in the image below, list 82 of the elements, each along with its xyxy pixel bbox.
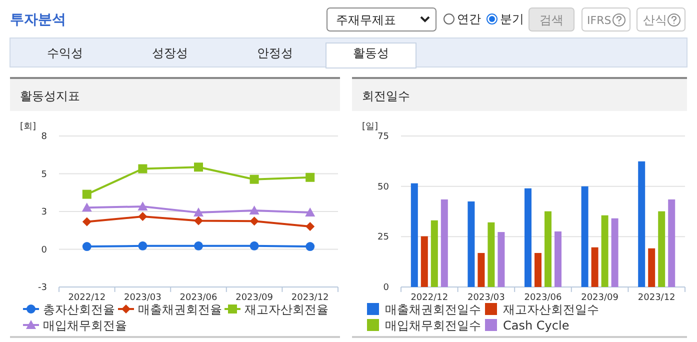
- x-tick-label: 2023/09: [236, 293, 274, 303]
- bar: [478, 252, 485, 287]
- y-tick-label: 5: [41, 170, 47, 180]
- point: [194, 162, 203, 172]
- bar: [544, 211, 552, 287]
- y-axis-title: [회]: [20, 122, 36, 132]
- point: [82, 242, 92, 252]
- x-tick-label: 2022/12: [68, 293, 106, 303]
- point: [250, 216, 259, 226]
- legend-label: 매입채무회전율: [43, 318, 127, 332]
- point: [194, 216, 203, 226]
- bar: [638, 161, 646, 287]
- point: [250, 241, 259, 250]
- y-tick-label: 75: [378, 132, 389, 142]
- text: 성장성: [152, 46, 188, 60]
- point: [138, 164, 148, 174]
- legend-label: 재고자산회전율: [244, 302, 328, 316]
- text: 주재무제표: [336, 13, 396, 27]
- bar: [420, 236, 428, 287]
- text: 연간: [457, 12, 481, 26]
- x-tick-label: 2023/03: [468, 293, 505, 303]
- point: [194, 241, 203, 250]
- y-axis-title: [일]: [362, 122, 378, 132]
- chart-title: 활동성지표: [20, 89, 80, 103]
- text: 산식: [643, 13, 667, 27]
- y-tick-label: 8: [41, 132, 48, 142]
- point: [138, 212, 148, 221]
- x-tick-label: 2023/06: [180, 293, 218, 303]
- legend-label: 재고자산회전일수: [503, 302, 599, 316]
- bar: [440, 199, 448, 287]
- bar: [668, 199, 676, 287]
- bar: [498, 232, 505, 287]
- point: [138, 241, 148, 250]
- x-tick-label: 2023/12: [638, 293, 676, 303]
- y-tick-label: 0: [383, 283, 390, 293]
- y-tick-label: 25: [378, 232, 389, 243]
- point: [82, 217, 92, 226]
- text: 안정성: [257, 46, 293, 60]
- x-tick-label: 2023/12: [291, 293, 329, 303]
- bar: [410, 183, 418, 287]
- point: [305, 208, 316, 217]
- bar: [591, 247, 598, 287]
- legend-label: 매출채권회전율: [138, 302, 222, 316]
- point: [138, 202, 148, 211]
- y-tick-label: 50: [378, 182, 390, 192]
- legend-label: 총자산회전율: [43, 302, 115, 316]
- legend-label: 매출채권회전일수: [385, 302, 481, 316]
- bar: [534, 252, 542, 287]
- bar: [554, 231, 562, 287]
- text: 분기: [500, 12, 524, 26]
- bar: [581, 186, 588, 287]
- y-tick-label: 3: [41, 208, 47, 218]
- text: IFRS: [587, 14, 612, 27]
- bar: [468, 201, 475, 287]
- bar: [648, 248, 656, 287]
- point: [82, 190, 92, 199]
- point: [82, 202, 92, 212]
- point: [250, 174, 259, 184]
- text: 검색: [540, 13, 564, 27]
- point: [249, 205, 260, 214]
- bar: [601, 215, 608, 287]
- bar: [430, 220, 438, 287]
- x-tick-label: 2023/06: [524, 293, 562, 303]
- bar: [524, 188, 532, 287]
- point: [306, 242, 315, 252]
- point: [306, 172, 315, 182]
- chart-title: 회전일수: [362, 89, 410, 103]
- bar: [611, 218, 618, 287]
- x-tick-label: 2022/12: [410, 293, 448, 303]
- text: 수익성: [47, 46, 83, 60]
- x-tick-label: 2023/03: [124, 293, 162, 303]
- point: [194, 208, 204, 217]
- legend-label: 매입채무회전일수: [385, 318, 481, 332]
- x-tick-label: 2023/09: [581, 293, 619, 303]
- text: 활동성: [353, 46, 389, 60]
- bar: [658, 211, 666, 287]
- y-tick-label: 0: [41, 245, 48, 256]
- bar: [488, 222, 495, 287]
- text: 투자분석: [10, 12, 66, 28]
- y-tick-label: -3: [38, 283, 47, 293]
- legend-label: Cash Cycle: [503, 318, 570, 332]
- point: [306, 222, 315, 231]
